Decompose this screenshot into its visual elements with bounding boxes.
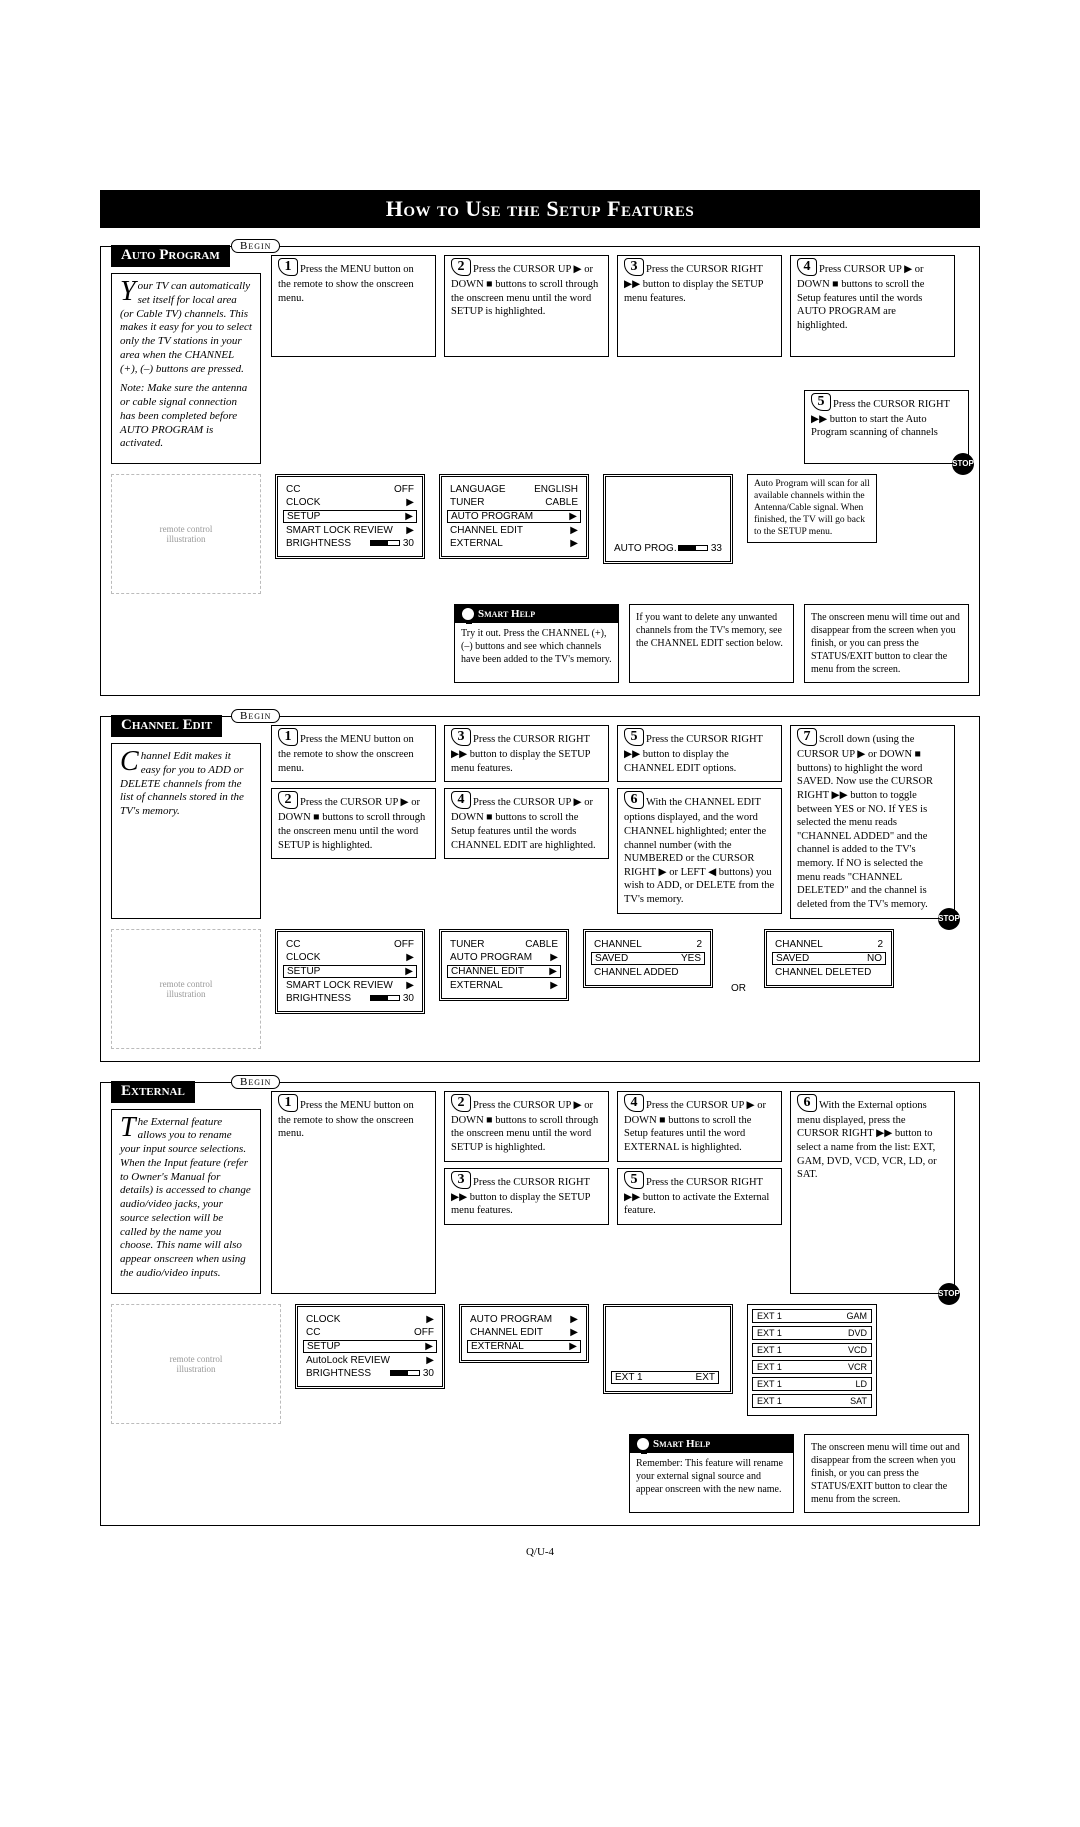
step-1: 1Press the MENU button on the remote to … [271,1091,436,1294]
intro-text: our TV can automatically set itself for … [120,280,252,375]
smart-help-2: If you want to delete any unwanted chann… [629,604,794,683]
smart-help-3: The onscreen menu will time out and disa… [804,604,969,683]
intro-box: Your TV can automatically set itself for… [111,273,261,464]
section-tab: Channel Edit [111,715,222,737]
remote-illustration: remote controlillustration [111,929,261,1049]
intro-note: Note: Make sure the antenna or cable sig… [120,382,252,451]
step-3: 3Press the CURSOR RIGHT ▶▶ button to dis… [444,1168,609,1225]
section-external: External Begin The External feature allo… [100,1082,980,1526]
intro-text: he External feature allows you to rename… [120,1116,251,1279]
step-2: 2Press the CURSOR UP ▶ or DOWN ■ buttons… [271,788,436,859]
step-5: 5Press the CURSOR RIGHT ▶▶ button to sta… [804,390,969,464]
osd-main-menu: CCOFF CLOCK▶ SETUP▶ SMART LOCK REVIEW▶ B… [275,474,425,559]
section-auto-program: Auto Program Begin Your TV can automatic… [100,246,980,696]
smart-help-1: Smart Help Try it out. Press the CHANNEL… [454,604,619,683]
begin-pill: Begin [231,239,280,253]
osd-autoprog: AUTO PROG. 33 [603,474,733,564]
step-3: 3Press the CURSOR RIGHT ▶▶ button to dis… [444,725,609,782]
smart-help-2: The onscreen menu will time out and disa… [804,1434,969,1513]
stop-icon: STOP [938,1283,960,1305]
step-7: 7Scroll down (using the CURSOR UP ▶ or D… [790,725,955,919]
bulb-icon [461,607,475,621]
osd-setup-menu: LANGUAGEENGLISH TUNERCABLE AUTO PROGRAM▶… [439,474,589,559]
osd-channel-yes: CHANNEL2 SAVEDYES CHANNEL ADDED [583,929,713,988]
intro-box: The External feature allows you to renam… [111,1109,261,1294]
page-title: How to Use the Setup Features [100,190,980,228]
osd-main-menu: CLOCK▶ CCOFF SETUP▶ AutoLock REVIEW▶ BRI… [295,1304,445,1389]
page-number: Q/U-4 [100,1546,980,1558]
bulb-icon [636,1437,650,1451]
step-4: 4Press the CURSOR UP ▶ or DOWN ■ buttons… [617,1091,782,1162]
stop-icon: STOP [952,453,974,475]
step-5: 5Press the CURSOR RIGHT ▶▶ button to dis… [617,725,782,782]
section-tab: External [111,1081,195,1103]
section-tab: Auto Program [111,245,230,267]
step-5: 5Press the CURSOR RIGHT ▶▶ button to act… [617,1168,782,1225]
remote-illustration: remote controlillustration [111,474,261,594]
scan-note: Auto Program will scan for all available… [747,474,877,543]
step-4: 4Press the CURSOR UP ▶ or DOWN ■ buttons… [444,788,609,859]
osd-setup-menu: AUTO PROGRAM▶ CHANNEL EDIT▶ EXTERNAL▶ [459,1304,589,1363]
or-label: OR [727,983,750,994]
osd-main-menu: CCOFF CLOCK▶ SETUP▶ SMART LOCK REVIEW▶ B… [275,929,425,1014]
step-3: 3Press the CURSOR RIGHT ▶▶ button to dis… [617,255,782,357]
begin-pill: Begin [231,709,280,723]
remote-illustration: remote controlillustration [111,1304,281,1424]
step-1: 1Press the MENU button on the remote to … [271,725,436,782]
osd-channel-no: CHANNEL2 SAVEDNO CHANNEL DELETED [764,929,894,988]
begin-pill: Begin [231,1075,280,1089]
section-channel-edit: Channel Edit Begin Channel Edit makes it… [100,716,980,1062]
step-2: 2Press the CURSOR UP ▶ or DOWN ■ buttons… [444,255,609,357]
intro-box: Channel Edit makes it easy for you to AD… [111,743,261,919]
step-6: 6With the CHANNEL EDIT options displayed… [617,788,782,913]
step-4: 4Press CURSOR UP ▶ or DOWN ■ buttons to … [790,255,955,357]
osd-setup-menu: TUNERCABLE AUTO PROGRAM▶ CHANNEL EDIT▶ E… [439,929,569,1001]
osd-ext-current: EXT 1EXT [603,1304,733,1394]
smart-help-1: Smart Help Remember: This feature will r… [629,1434,794,1513]
ext-options-list: EXT 1GAM EXT 1DVD EXT 1VCD EXT 1VCR EXT … [747,1304,877,1416]
stop-icon: STOP [938,908,960,930]
step-1: 1Press the MENU button on the remote to … [271,255,436,357]
step-2: 2Press the CURSOR UP ▶ or DOWN ■ buttons… [444,1091,609,1162]
step-6: 6With the External options menu displaye… [790,1091,955,1294]
